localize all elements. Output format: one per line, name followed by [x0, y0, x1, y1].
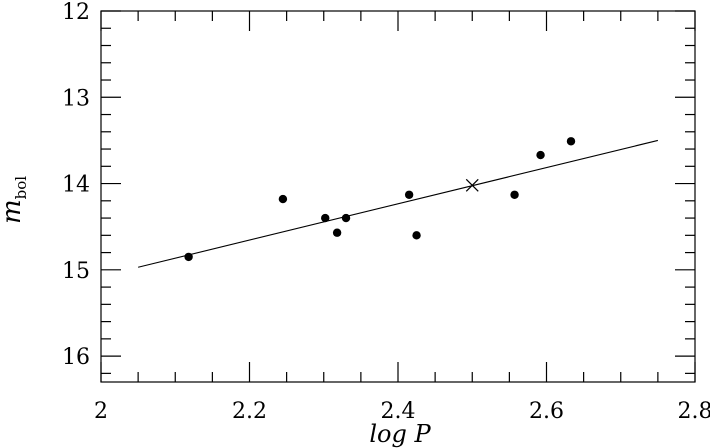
x-tick-label: 2.2 [232, 399, 267, 424]
y-axis-label-sub: bol [12, 176, 30, 200]
data-point [404, 190, 414, 199]
y-axis-label: mbol [0, 176, 30, 224]
cross-marker [465, 178, 479, 192]
data-point [184, 252, 193, 262]
fit-line [137, 139, 659, 268]
x-tick-label: 2 [94, 399, 108, 424]
data-point [566, 137, 576, 146]
data-point [278, 194, 288, 204]
fit-line-group [137, 139, 659, 268]
cross-marker-stroke [465, 178, 479, 192]
cross-marker-group [465, 178, 479, 192]
axis-ticks [100, 10, 696, 382]
data-point [510, 190, 519, 199]
y-tick-label: 15 [62, 259, 90, 284]
data-point [536, 150, 545, 160]
y-tick-label: 16 [62, 345, 90, 370]
x-tick-label: 2.6 [529, 399, 564, 424]
y-tick-label: 13 [62, 86, 90, 111]
plot-frame [100, 10, 696, 383]
svg-text:mbol: mbol [0, 176, 30, 224]
x-tick-label: 2.4 [381, 399, 416, 424]
tick-labels: 2 2.2 2.4 2.6 2.8 12 13 14 15 16 [62, 0, 710, 424]
y-axis-label-main: m [0, 199, 27, 224]
data-point [332, 228, 342, 237]
data-point [321, 213, 330, 223]
y-tick-label: 12 [62, 0, 90, 25]
x-tick-label: 2.8 [678, 399, 710, 424]
y-tick-label: 14 [62, 173, 90, 198]
data-point [341, 213, 351, 223]
x-axis-label: log P [369, 420, 431, 448]
data-point [412, 231, 421, 240]
data-points [184, 137, 576, 262]
